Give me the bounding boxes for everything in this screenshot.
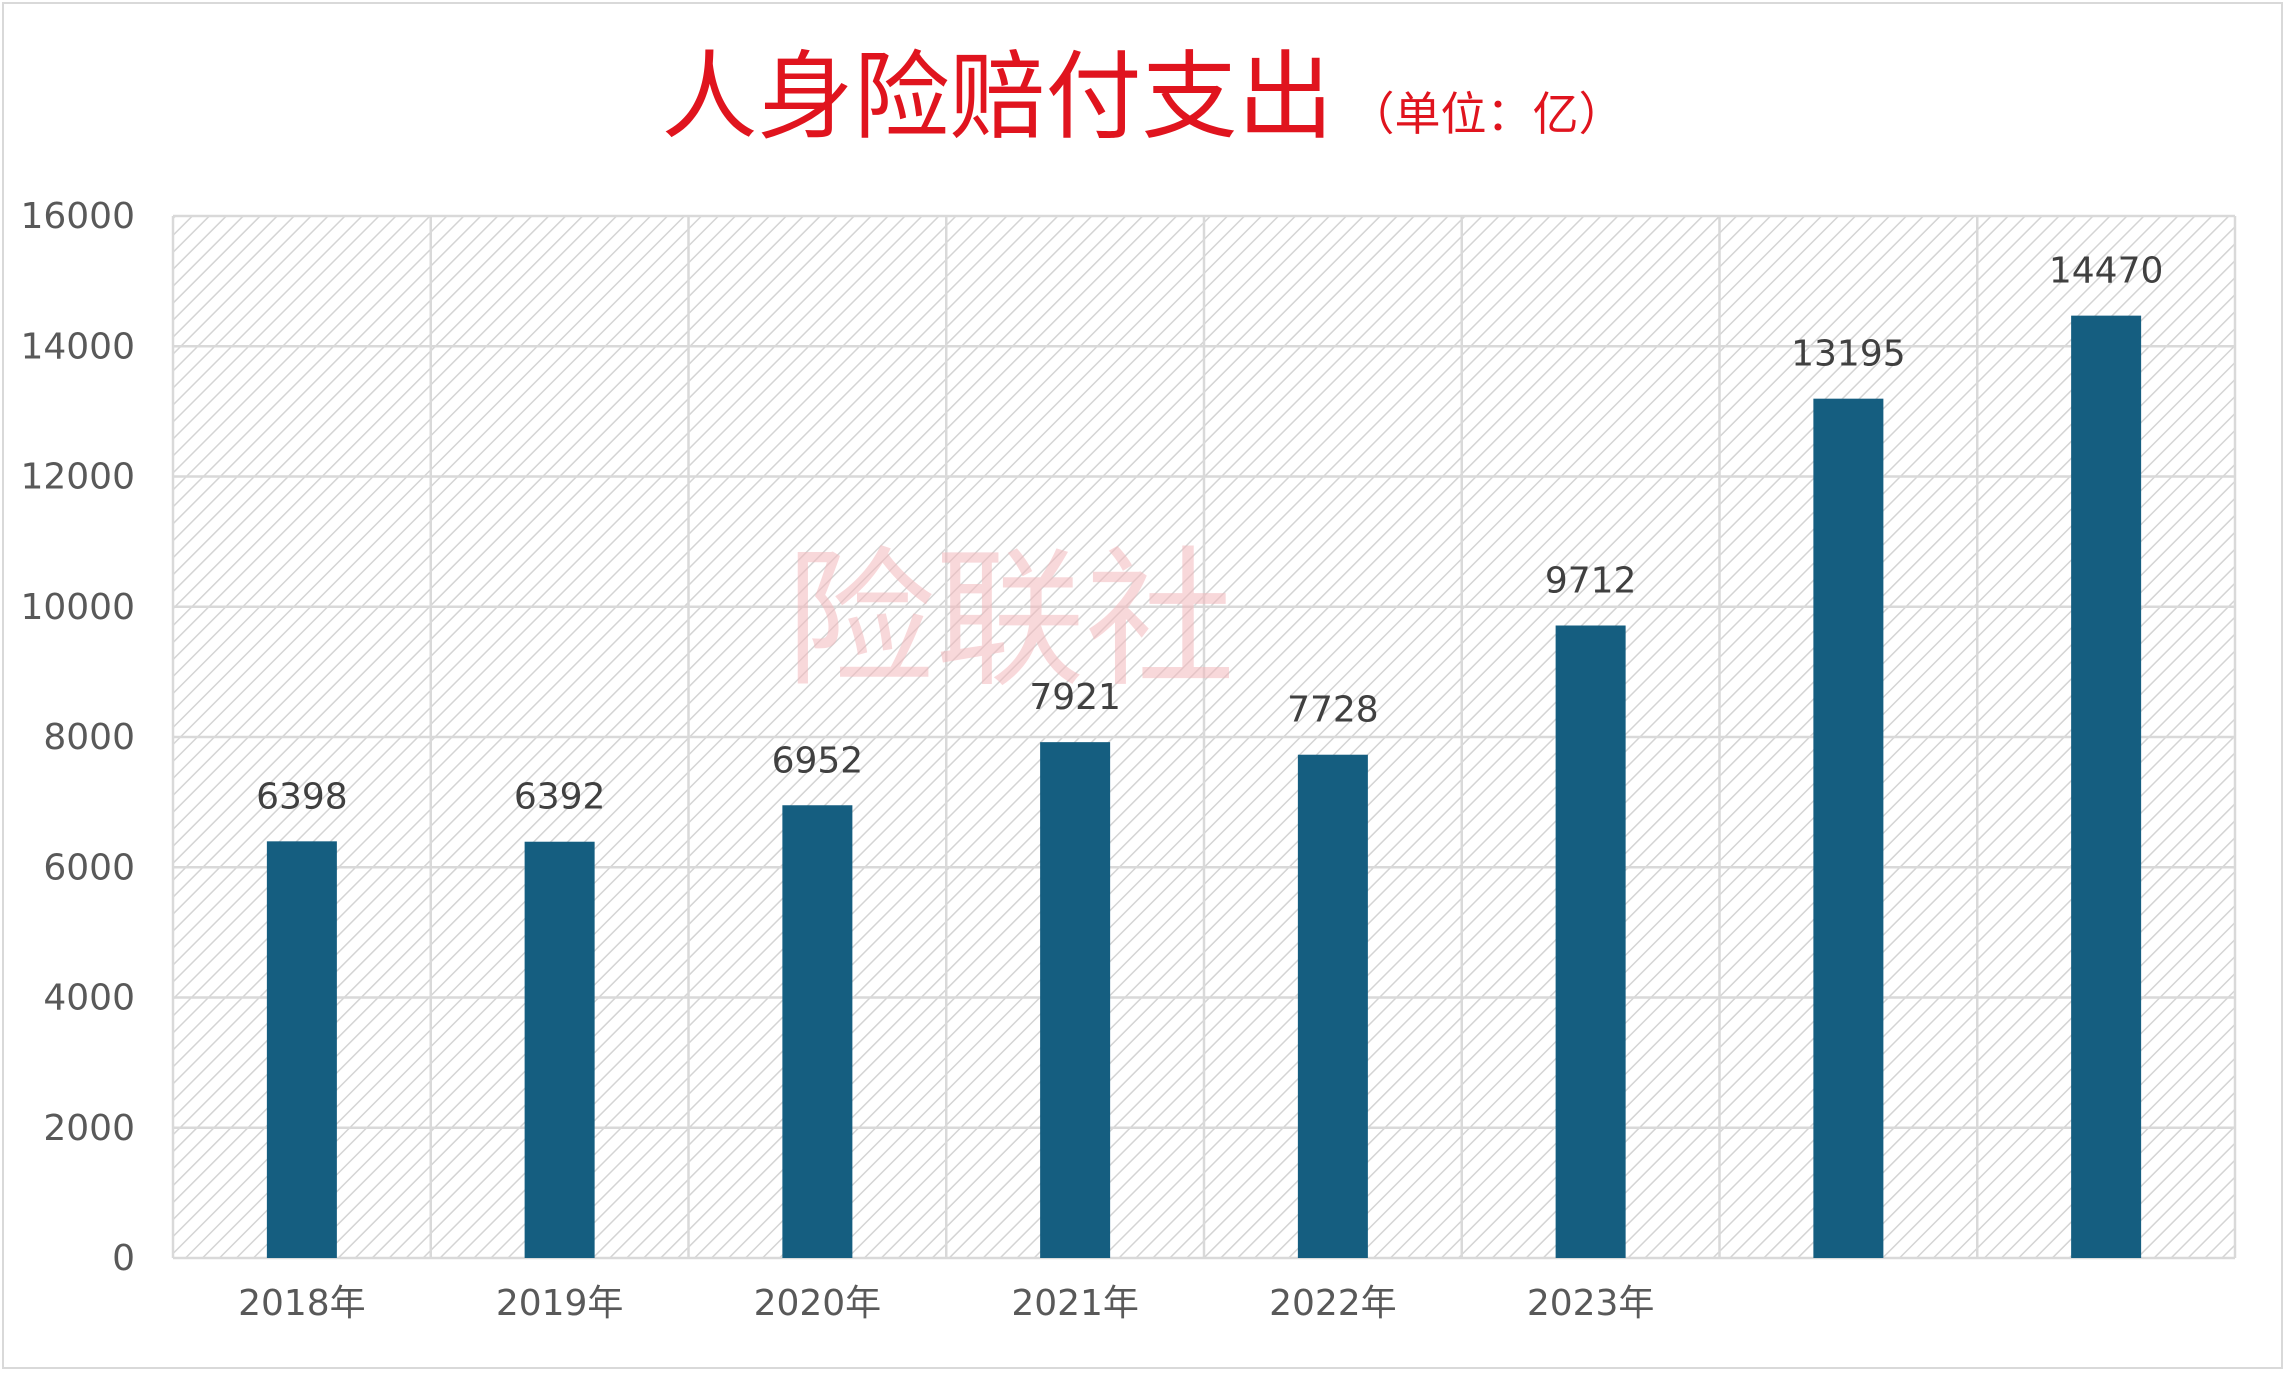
y-tick-label: 16000 bbox=[20, 196, 135, 237]
y-tick-label: 4000 bbox=[43, 978, 135, 1019]
bar bbox=[524, 841, 595, 1258]
bar bbox=[1040, 742, 1111, 1258]
bar bbox=[266, 841, 337, 1258]
watermark-text: 险联社 bbox=[785, 534, 1235, 708]
y-axis: 0 2000 4000 6000 8000 10000 12000 14000 16000 bbox=[20, 196, 135, 1279]
x-tick-label: 2019年 bbox=[496, 1283, 624, 1324]
y-tick-label: 12000 bbox=[20, 457, 135, 498]
data-label: 9712 bbox=[1545, 561, 1637, 602]
y-tick-label: 8000 bbox=[43, 717, 135, 758]
gridlines bbox=[171, 214, 2237, 1260]
y-tick-label: 6000 bbox=[43, 847, 135, 888]
x-tick-label: 2023年 bbox=[1527, 1283, 1655, 1324]
data-label: 6398 bbox=[256, 776, 348, 817]
data-label: 13195 bbox=[1791, 334, 1906, 375]
bar bbox=[782, 805, 853, 1258]
data-label: 14470 bbox=[2049, 251, 2164, 292]
data-label: 7728 bbox=[1287, 690, 1379, 731]
data-label: 6392 bbox=[514, 777, 606, 818]
data-label: 7921 bbox=[1029, 677, 1121, 718]
x-tick-label: 2021年 bbox=[1011, 1283, 1139, 1324]
data-label: 6952 bbox=[772, 740, 864, 781]
x-tick-label: 2020年 bbox=[754, 1283, 882, 1324]
data-labels: 6398 6392 6952 7921 7728 9712 13195 14470 bbox=[256, 251, 2163, 818]
bar bbox=[2071, 315, 2142, 1258]
chart-title-main: 人身险赔付支出 bbox=[661, 41, 1333, 153]
x-axis: 2018年 2019年 2020年 2021年 2022年 2023年 bbox=[238, 1283, 1654, 1324]
x-tick-label: 2018年 bbox=[238, 1283, 366, 1324]
y-tick-label: 14000 bbox=[20, 326, 135, 367]
bar bbox=[1813, 398, 1884, 1258]
y-tick-label: 0 bbox=[112, 1238, 135, 1279]
bar bbox=[1555, 625, 1626, 1258]
x-tick-label: 2022年 bbox=[1269, 1283, 1397, 1324]
chart-title-unit: （单位：亿） bbox=[1349, 87, 1625, 141]
bars-group bbox=[266, 315, 2142, 1258]
bar bbox=[1297, 754, 1368, 1258]
y-tick-label: 2000 bbox=[43, 1108, 135, 1149]
y-tick-label: 10000 bbox=[20, 587, 135, 628]
chart-title: 人身险赔付支出 （单位：亿） bbox=[661, 41, 1624, 153]
